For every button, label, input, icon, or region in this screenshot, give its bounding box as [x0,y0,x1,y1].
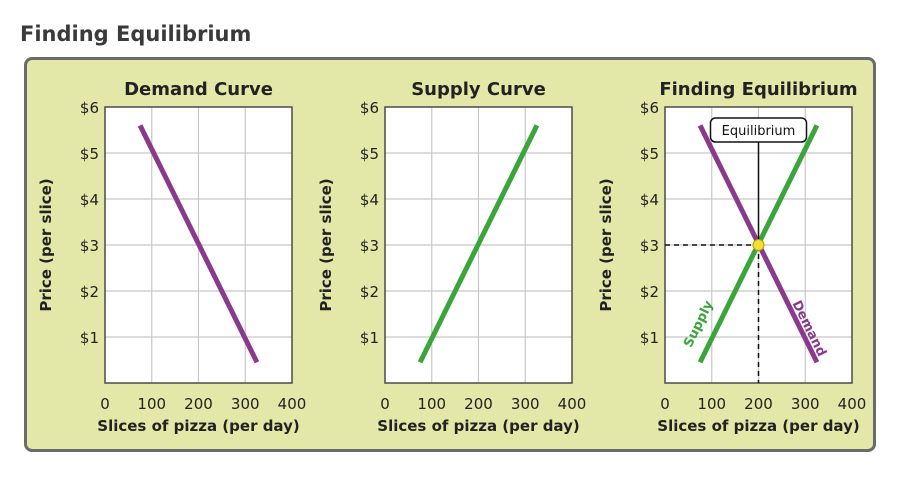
y-tick-label: $6 [360,99,379,117]
x-axis-label: Slices of pizza (per day) [657,417,859,435]
chart-title: Supply Curve [411,79,546,100]
chart-title: Demand Curve [124,79,273,100]
y-axis-label: Price (per slice) [37,178,55,311]
demand-line [137,124,260,364]
y-tick-label: $3 [640,237,659,255]
x-axis-label: Slices of pizza (per day) [97,417,299,435]
y-tick-label: $4 [80,191,99,209]
supply-line [417,124,540,364]
y-tick-label: $3 [80,237,99,255]
x-tick-label: 100 [697,395,726,413]
x-tick-label: 100 [137,395,166,413]
x-tick-label: 0 [100,395,110,413]
equilibrium-point [752,239,765,251]
chart-title: Finding Equilibrium [659,79,857,100]
y-tick-label: $2 [640,283,659,301]
x-tick-label: 400 [838,395,867,413]
x-tick-label: 400 [278,395,307,413]
equilibrium-callout-box [709,117,808,143]
chart-3: Finding Equilibrium $1 $2 $3 $4 $5 $6 0 100 200 30… [597,79,866,435]
y-tick-label: $1 [360,329,379,347]
y-axis-label: Price (per slice) [317,178,335,311]
y-tick-label: $6 [640,99,659,117]
x-tick-label: 200 [184,395,213,413]
plot-frame [384,106,573,384]
y-tick-label: $4 [360,191,379,209]
x-tick-label: 100 [417,395,446,413]
y-tick-label: $5 [360,145,379,163]
x-tick-label: 300 [231,395,260,413]
x-tick-label: 300 [511,395,540,413]
plot-frame [104,106,293,384]
y-tick-label: $3 [360,237,379,255]
x-axis-label: Slices of pizza (per day) [377,417,579,435]
y-tick-label: $5 [640,145,659,163]
x-tick-label: 0 [380,395,390,413]
figure-title: Finding Equilibrium [20,22,252,46]
x-tick-label: 200 [464,395,493,413]
x-tick-label: 200 [744,395,773,413]
chart-2: Supply Curve $1 $2 $3 $4 $5 $6 0 100 200 300 400 Sli… [317,79,586,435]
x-tick-label: 300 [791,395,820,413]
x-tick-label: 400 [558,395,587,413]
chart-1: Demand Curve $1 $2 $3 $4 $5 $6 0 100 200 300 400 Sli… [37,79,306,435]
y-tick-label: $5 [80,145,99,163]
x-tick-label: 0 [660,395,670,413]
y-tick-label: $1 [640,329,659,347]
y-tick-label: $2 [360,283,379,301]
y-tick-label: $6 [80,99,99,117]
equilibrium-label: Equilibrium [722,124,796,139]
y-tick-label: $4 [640,191,659,209]
y-tick-label: $1 [80,329,99,347]
y-axis-label: Price (per slice) [597,178,615,311]
y-tick-label: $2 [80,283,99,301]
